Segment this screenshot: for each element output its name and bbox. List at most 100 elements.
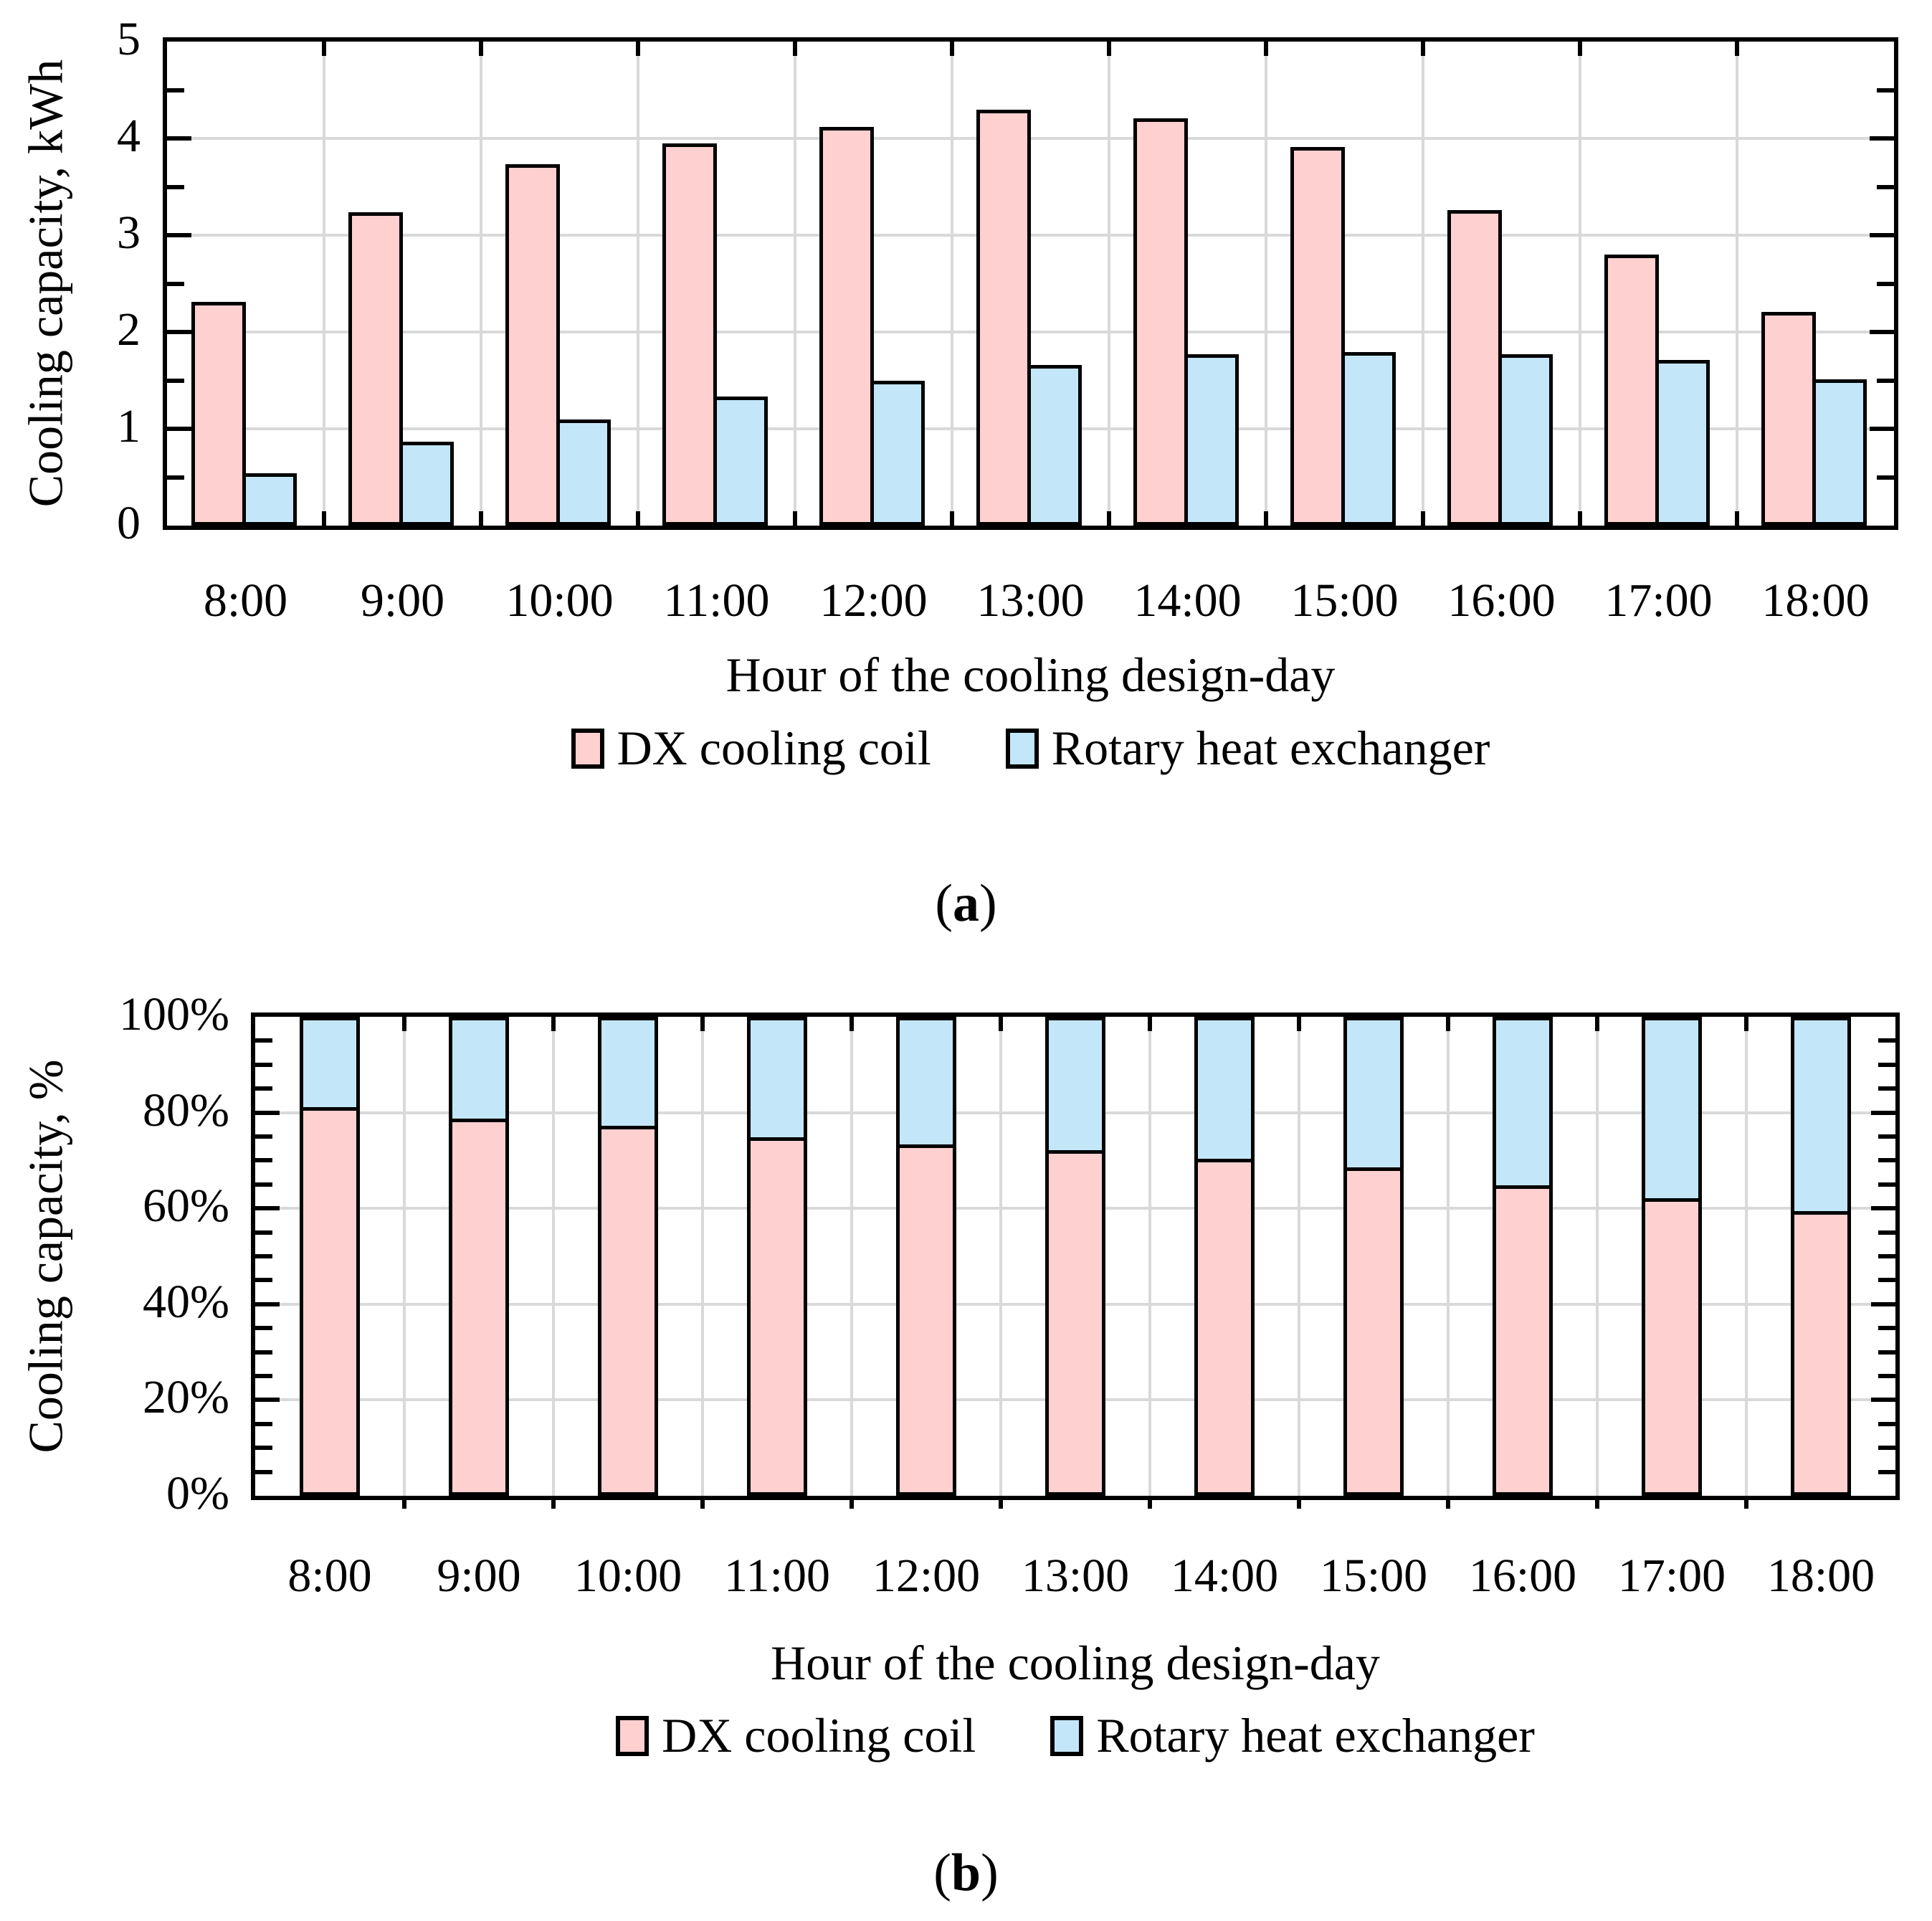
x-boundary-tick <box>322 42 326 56</box>
stack-dx-9:00 <box>449 1118 509 1496</box>
x-category-label: 16:00 <box>1447 574 1556 627</box>
y-axis-tick <box>1871 1110 1895 1115</box>
x-boundary-tick <box>950 42 954 56</box>
y-tick-label: 80% <box>143 1083 229 1137</box>
x-boundary-tick <box>1446 1496 1450 1509</box>
bar-dx-15:00 <box>1290 147 1345 526</box>
chart-b-caption: (b) <box>0 1843 1932 1904</box>
bar-dx-13:00 <box>976 109 1031 526</box>
chart-b-legend-item-rhe: Rotary heat exchanger <box>1050 1707 1535 1764</box>
stack-dx-14:00 <box>1194 1158 1255 1496</box>
caption-b-open: ( <box>933 1844 951 1902</box>
bar-rhe-11:00 <box>713 397 768 526</box>
y-tick-label: 0% <box>166 1466 229 1519</box>
x-boundary-tick <box>1148 1017 1152 1031</box>
x-boundary-tick <box>479 511 483 526</box>
y-axis-tick <box>255 1086 272 1091</box>
bar-rhe-15:00 <box>1341 352 1396 526</box>
stack-dx-11:00 <box>747 1137 807 1496</box>
bar-dx-12:00 <box>819 126 874 526</box>
y-axis-tick <box>1877 184 1894 189</box>
stack-rhe-18:00 <box>1791 1017 1851 1215</box>
bar-rhe-8:00 <box>242 473 297 526</box>
chart-a-legend-label-dx: DX cooling coil <box>617 721 931 775</box>
y-axis-tick <box>1877 281 1894 286</box>
v-gridline <box>403 1017 406 1496</box>
y-axis-tick <box>255 1278 272 1283</box>
x-boundary-tick <box>999 1017 1003 1031</box>
y-axis-tick <box>255 1421 272 1426</box>
y-axis-tick <box>255 1469 272 1474</box>
x-boundary-tick <box>850 1496 854 1509</box>
x-boundary-tick <box>850 1017 854 1031</box>
bar-rhe-9:00 <box>399 441 454 526</box>
stack-dx-17:00 <box>1642 1198 1702 1496</box>
stack-rhe-17:00 <box>1642 1017 1702 1203</box>
chart-a-x-axis-title: Hour of the cooling design-day <box>725 648 1336 702</box>
chart-a-legend-item-dx: DX cooling coil <box>571 720 931 777</box>
stack-dx-16:00 <box>1493 1185 1553 1496</box>
y-axis-tick <box>1877 475 1894 480</box>
bar-dx-17:00 <box>1604 255 1659 526</box>
v-gridline <box>1148 1017 1151 1496</box>
stack-rhe-12:00 <box>896 1017 956 1149</box>
y-axis-tick <box>1877 378 1894 383</box>
bar-dx-16:00 <box>1447 209 1502 526</box>
legend-swatch-dx-icon <box>571 728 604 769</box>
y-axis-tick <box>1878 1446 1895 1451</box>
bar-dx-10:00 <box>505 164 560 526</box>
v-gridline <box>1447 1017 1450 1496</box>
caption-b-close: ) <box>981 1844 999 1902</box>
v-gridline <box>1422 42 1424 526</box>
chart-a-plot-area <box>163 37 1898 530</box>
y-tick-label: 100% <box>119 987 229 1040</box>
y-axis-tick <box>1870 427 1894 431</box>
caption-a-close: ) <box>979 874 997 933</box>
y-axis-tick <box>167 378 184 383</box>
x-boundary-tick <box>1107 511 1111 526</box>
x-category-label: 16:00 <box>1468 1550 1577 1602</box>
y-axis-tick <box>1878 1374 1895 1378</box>
x-category-label: 12:00 <box>819 574 928 627</box>
y-axis-tick <box>167 427 191 431</box>
y-axis-tick <box>255 1062 272 1067</box>
x-category-label: 8:00 <box>287 1550 372 1602</box>
y-axis-tick <box>1878 1326 1895 1331</box>
chart-b-legend-label-dx: DX cooling coil <box>662 1708 976 1763</box>
y-tick-label: 60% <box>143 1180 229 1233</box>
y-axis-tick <box>167 330 191 334</box>
x-boundary-tick <box>1578 511 1582 526</box>
y-axis-tick <box>1878 1254 1895 1258</box>
y-tick-label: 20% <box>143 1371 229 1424</box>
y-axis-tick <box>1871 1206 1895 1211</box>
y-tick-label: 3 <box>117 206 141 259</box>
x-boundary-tick <box>999 1496 1003 1509</box>
x-category-label: 11:00 <box>663 574 770 627</box>
bar-dx-11:00 <box>662 143 717 526</box>
y-axis-tick <box>1878 1158 1895 1163</box>
stack-rhe-9:00 <box>449 1017 509 1122</box>
stack-dx-15:00 <box>1343 1167 1404 1496</box>
x-boundary-tick <box>1744 1496 1748 1509</box>
y-axis-tick <box>255 1301 280 1306</box>
chart-a-legend: DX cooling coil Rotary heat exchanger <box>163 720 1898 777</box>
y-axis-tick <box>167 184 184 189</box>
x-category-label: 17:00 <box>1604 574 1713 627</box>
v-gridline <box>1736 42 1738 526</box>
x-boundary-tick <box>950 511 954 526</box>
y-axis-tick <box>1878 1062 1895 1067</box>
v-gridline <box>850 1017 853 1496</box>
caption-a-letter: a <box>953 874 979 933</box>
h-gridline <box>167 137 1894 140</box>
bar-dx-9:00 <box>348 212 403 526</box>
chart-b-legend-item-dx: DX cooling coil <box>616 1707 976 1764</box>
bar-rhe-16:00 <box>1498 354 1553 526</box>
legend-swatch-rhe-icon <box>1050 1715 1084 1756</box>
stack-rhe-8:00 <box>300 1017 360 1111</box>
y-axis-tick <box>167 233 191 237</box>
y-axis-tick <box>1877 87 1894 93</box>
x-boundary-tick <box>1297 1017 1301 1031</box>
y-axis-tick <box>1878 1086 1895 1091</box>
y-axis-tick <box>1878 1278 1895 1283</box>
x-boundary-tick <box>1595 1017 1599 1031</box>
